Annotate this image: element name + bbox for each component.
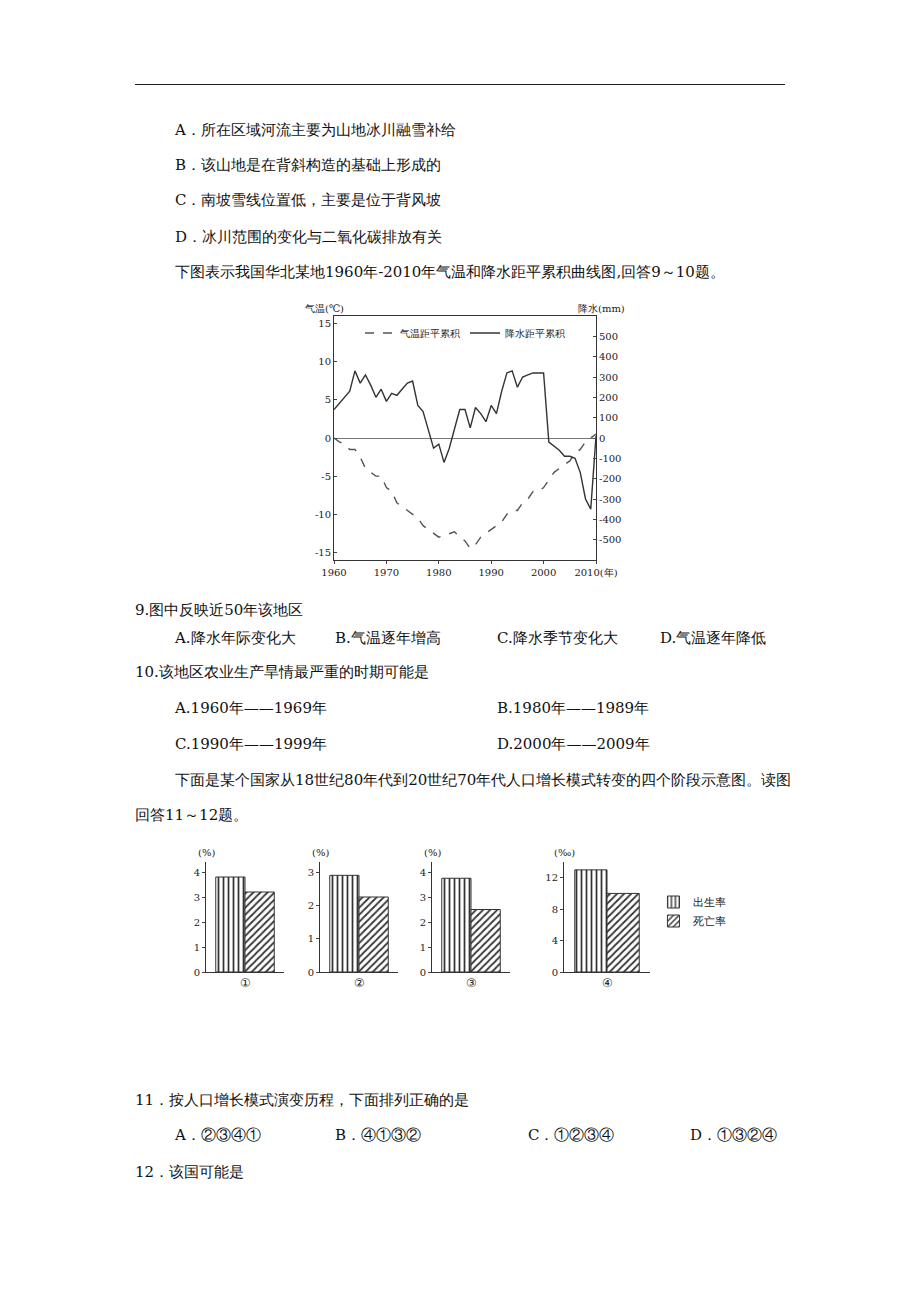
svg-text:降水距平累积: 降水距平累积 [505,328,565,339]
svg-text:2010(年): 2010(年) [574,567,617,578]
svg-text:-5: -5 [321,471,331,482]
svg-text:-15: -15 [315,547,331,558]
svg-text:1990: 1990 [478,567,503,578]
html-text:C.1990年——1999年: C.1990年——1999年 [175,735,328,753]
html-text:B．④①③②: B．④①③② [335,1126,421,1144]
svg-text:3: 3 [308,867,314,878]
svg-text:0: 0 [308,967,314,978]
svg-text:400: 400 [599,351,618,362]
svg-text:0: 0 [599,433,605,444]
html-text:C．南坡雪线位置低，主要是位于背风坡: C．南坡雪线位置低，主要是位于背风坡 [175,191,442,209]
svg-text:5: 5 [325,394,331,405]
html-text:下图表示我国华北某地1960年-2010年气温和降水距平累积: 下图表示我国华北某地1960年-2010年气温和降水距平累积曲线图,回答9～10… [175,263,725,281]
svg-text:2: 2 [194,917,200,928]
html-text:A．所在区域河流主要为山地冰川融雪补给: A．所在区域河流主要为山地冰川融雪补给 [175,121,456,139]
html-text:B.1980年——1989年: B.1980年——1989年 [497,699,650,717]
svg-text:-500: -500 [599,534,621,545]
svg-text:降水(mm): 降水(mm) [578,303,625,314]
svg-text:-10: -10 [315,509,331,520]
html-text:D．冰川范围的变化与二氧化碳排放有关: D．冰川范围的变化与二氧化碳排放有关 [175,228,442,246]
svg-text:①: ① [240,976,251,990]
svg-text:1960: 1960 [321,567,346,578]
html-text:12．该国可能是: 12．该国可能是 [135,1163,245,1181]
svg-text:1970: 1970 [374,567,399,578]
svg-text:0: 0 [194,967,200,978]
svg-text:(%): (%) [424,847,441,858]
svg-text:③: ③ [466,976,477,990]
svg-text:②: ② [354,976,365,990]
svg-text:3: 3 [194,892,200,903]
svg-text:500: 500 [599,331,618,342]
html-text:A.降水年际变化大: A.降水年际变化大 [175,629,296,647]
svg-text:-200: -200 [599,473,621,484]
svg-text:-400: -400 [599,514,621,525]
svg-text:4: 4 [552,935,558,946]
html-text:下面是某个国家从18世纪80年代到20世纪70年代人口增长模: 下面是某个国家从18世纪80年代到20世纪70年代人口增长模式转变的四个阶段示意… [135,771,792,824]
svg-text:气温(℃): 气温(℃) [305,303,344,314]
svg-text:出生率: 出生率 [693,896,726,909]
svg-text:1: 1 [194,942,200,953]
svg-text:(%): (%) [312,847,329,858]
svg-text:0: 0 [420,967,426,978]
svg-text:3: 3 [420,892,426,903]
svg-text:死亡率: 死亡率 [693,915,726,928]
html-text:C.降水季节变化大: C.降水季节变化大 [497,629,618,647]
html-text:A.1960年——1969年: A.1960年——1969年 [175,699,327,717]
svg-text:1: 1 [420,942,426,953]
svg-text:1: 1 [308,933,314,944]
svg-text:0: 0 [552,967,558,978]
svg-text:15: 15 [318,318,331,329]
svg-text:④: ④ [602,976,613,990]
svg-text:-100: -100 [599,453,621,464]
svg-text:12: 12 [545,872,558,883]
svg-text:1980: 1980 [426,567,451,578]
html-text:11．按人口增长模式演变历程，下面排列正确的是: 11．按人口增长模式演变历程，下面排列正确的是 [135,1091,470,1109]
html-text:9.图中反映近50年该地区: 9.图中反映近50年该地区 [135,601,304,619]
svg-text:4: 4 [194,867,200,878]
svg-text:100: 100 [599,412,618,423]
svg-text:(‰): (‰) [554,847,575,858]
svg-text:200: 200 [599,392,618,403]
html-text:A．②③④①: A．②③④① [175,1126,261,1144]
html-text:B．该山地是在背斜构造的基础上形成的: B．该山地是在背斜构造的基础上形成的 [175,156,441,174]
html-text:C．①②③④: C．①②③④ [528,1126,615,1144]
svg-text:2000: 2000 [531,567,556,578]
html-text:D.2000年——2009年: D.2000年——2009年 [497,735,650,753]
html-text:B.气温逐年增高: B.气温逐年增高 [335,629,441,647]
svg-text:(%): (%) [198,847,215,858]
html-text:D.气温逐年降低: D.气温逐年降低 [660,629,767,647]
svg-text:2: 2 [420,917,426,928]
html-text:D．①③②④: D．①③②④ [690,1126,777,1144]
svg-text:10: 10 [318,356,331,367]
svg-text:300: 300 [599,372,618,383]
svg-text:-300: -300 [599,494,621,505]
svg-text:8: 8 [552,904,558,915]
svg-text:气温距平累积: 气温距平累积 [400,328,460,339]
html-text:10.该地区农业生产旱情最严重的时期可能是: 10.该地区农业生产旱情最严重的时期可能是 [135,663,429,681]
svg-text:0: 0 [325,433,331,444]
svg-text:2: 2 [308,900,314,911]
svg-text:4: 4 [420,867,426,878]
